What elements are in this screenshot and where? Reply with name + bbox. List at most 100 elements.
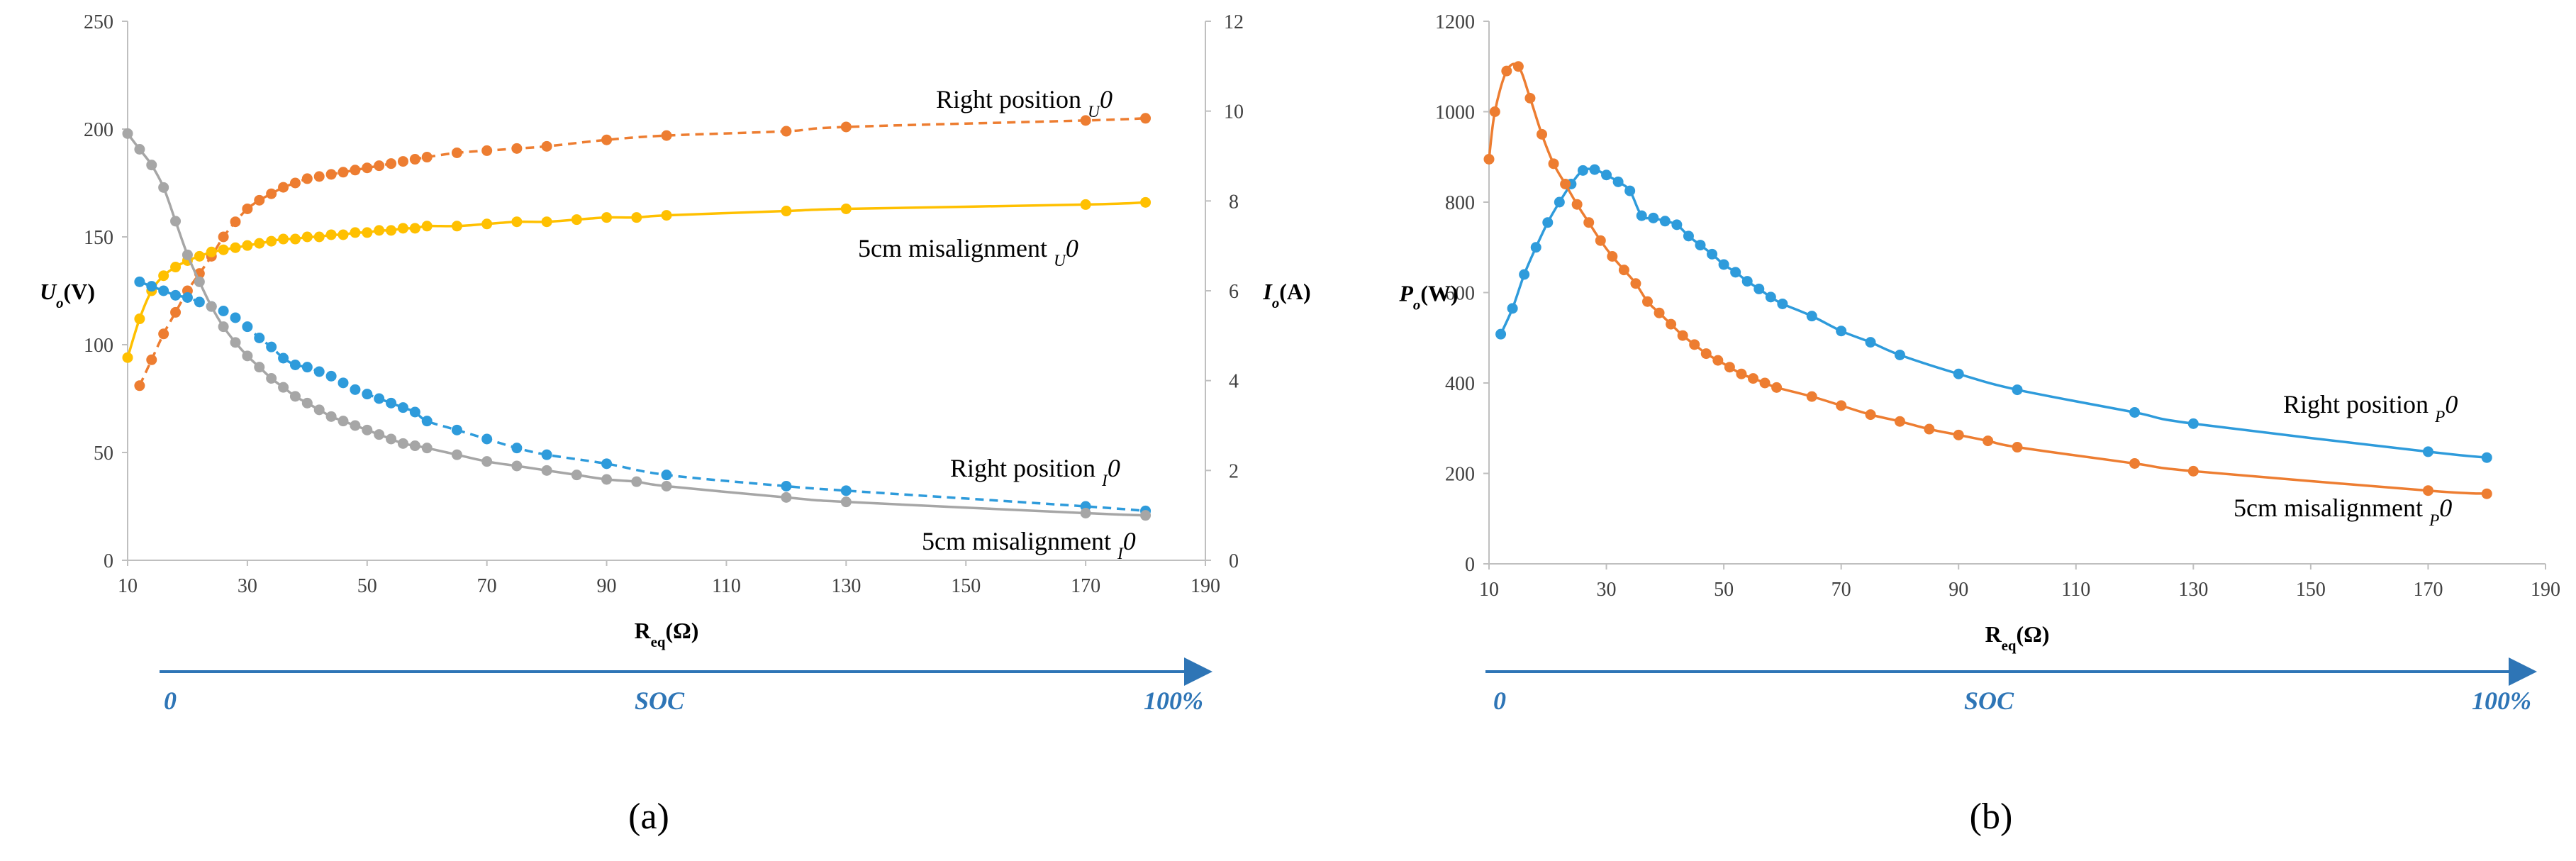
annotation-right-position-p0-symbol: Right position [2283,390,2435,418]
data-point [1759,377,1771,389]
annotation-misalignment-p0: 5cm misalignment P0 [2234,494,2452,530]
y-left-tick-label: 50 [94,443,113,465]
data-point [1748,373,1758,384]
soc-label: SOC [635,687,685,715]
data-point [541,140,552,152]
data-point [313,366,325,377]
annotation-misalignment-i0-unit: 0 [1123,527,1136,555]
data-point [218,231,229,243]
data-point [481,145,493,156]
data-point [2481,488,2492,499]
x-tick-label: 90 [1948,579,1968,601]
x-tick-label: 10 [118,575,138,597]
series-line [126,201,1146,358]
data-point [451,424,462,435]
data-point [266,188,277,199]
data-point [1753,283,1765,294]
data-point [206,246,217,257]
data-point [1736,368,1747,379]
data-point [2129,406,2141,418]
data-point [1671,219,1683,230]
y-left-tick-label: 600 [1445,283,1475,305]
data-point [451,449,462,460]
data-point [386,433,397,445]
data-point [781,126,792,137]
data-point [242,321,253,333]
data-point [421,416,433,427]
data-point [134,313,145,325]
y-left-tick-label: 800 [1445,192,1475,214]
y-left-axis-title: Po(W) [1398,281,1458,313]
data-point [781,491,792,503]
y-left-axis-title-unit: (V) [64,279,95,304]
data-point [1537,128,1547,140]
data-point [1712,355,1724,366]
data-point [1507,303,1518,314]
data-point [2187,465,2199,477]
soc-end-label: 100% [1144,687,1203,715]
data-point [301,231,313,243]
data-point [374,225,385,236]
y-left-axis-title-unit: (W) [1420,281,1458,306]
data-point [409,154,420,165]
data-point [1140,196,1152,208]
data-point [1607,251,1618,262]
data-point [1741,276,1753,287]
x-tick-label: 50 [357,575,377,597]
data-point [325,169,337,180]
data-point [325,370,337,382]
data-point [242,350,253,362]
data-point [1806,391,1817,402]
data-point [158,270,169,282]
data-point [601,212,613,223]
data-point [1080,508,1091,518]
x-tick-label: 150 [951,575,981,597]
data-point [1836,326,1847,337]
annotation-misalignment-p0-subscript: P [2429,511,2439,530]
y-left-tick-label: 100 [84,335,113,357]
data-point [1583,217,1595,228]
data-point [2422,485,2433,496]
data-point [421,443,433,454]
x-tick-label: 10 [1479,579,1499,601]
data-point [2012,442,2023,453]
data-point [242,203,253,214]
data-point [1953,368,1964,379]
data-point [374,160,385,172]
y-left-tick-label: 1200 [1435,11,1475,33]
data-point [1601,170,1612,181]
data-point [1618,265,1629,276]
data-point [170,262,182,273]
data-point [338,229,349,240]
data-point [313,171,325,182]
data-point [170,306,182,318]
data-point [421,152,433,163]
data-point [266,373,277,384]
data-point [1589,164,1600,175]
series-line [1488,62,2487,495]
panel-label-b: (b) [1970,796,2013,837]
data-point [374,429,385,440]
data-point [1724,362,1735,373]
data-point [511,443,523,454]
x-axis-title-unit: (Ω) [2016,621,2049,647]
data-point [1836,400,1847,411]
data-point [1683,230,1694,242]
data-point [1554,196,1565,208]
data-point [1659,216,1671,227]
data-point [350,420,361,431]
data-point [301,173,313,184]
data-point [1771,382,1783,393]
data-point [350,384,361,395]
data-point [1777,298,1788,309]
annotation-right-position-p0: Right position P0 [2283,390,2458,426]
y-right-axis-title-symbol: I [1262,279,1273,304]
data-point [481,433,493,445]
annotation-right-position-u0-symbol: Right position [936,85,1088,113]
data-point [1542,217,1554,228]
data-point [386,158,397,170]
data-point [1140,113,1152,124]
data-point [1612,176,1624,187]
data-point [1519,269,1530,280]
data-point [2012,384,2023,396]
